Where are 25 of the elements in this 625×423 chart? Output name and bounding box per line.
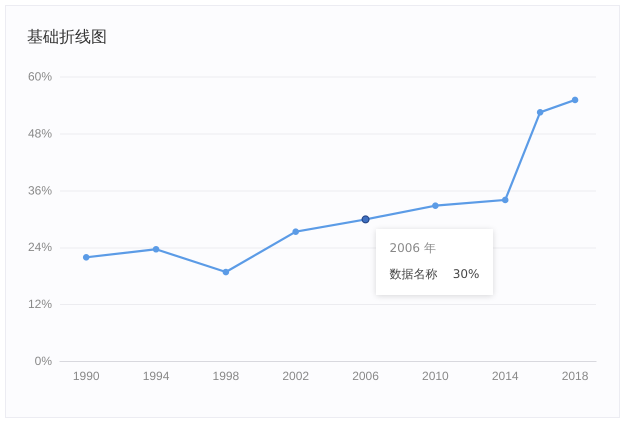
x-tick-label: 1994	[142, 369, 170, 384]
point	[82, 254, 90, 261]
point	[432, 202, 439, 209]
point	[536, 108, 544, 116]
annotation: 数据名称 30%	[390, 266, 480, 284]
annotation: 2006 年	[390, 240, 437, 258]
y-tick-label: 0%	[34, 354, 52, 368]
y-tick-label: 60%	[28, 70, 52, 84]
x-tick-label: 2018	[562, 369, 589, 384]
x-tick-label: 1990	[72, 369, 100, 384]
x-tick-label: 2006	[352, 369, 380, 384]
y-tick-label: 24%	[28, 240, 52, 254]
x-tick-label: 1998	[212, 369, 240, 384]
y-tick-label: 36%	[28, 183, 52, 198]
point	[292, 228, 300, 236]
point	[222, 268, 230, 276]
x-tick-label: 2014	[492, 369, 519, 384]
point	[502, 196, 509, 204]
point	[572, 96, 578, 104]
chart-title: 基础折线图	[27, 27, 107, 48]
y-tick-label: 48%	[28, 126, 52, 140]
x-tick-label: 2002	[282, 369, 310, 384]
y-tick-label: 12%	[28, 297, 52, 312]
x-tick-label: 2010	[422, 369, 450, 384]
point	[152, 246, 160, 253]
